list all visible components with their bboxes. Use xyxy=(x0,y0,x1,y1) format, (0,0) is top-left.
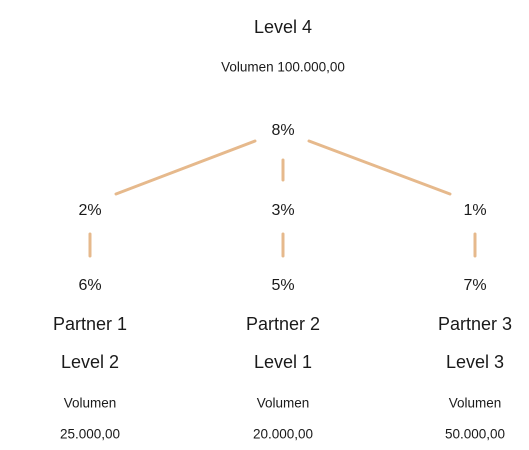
partner-level: Level 1 xyxy=(254,352,312,372)
partner-level: Level 3 xyxy=(446,352,504,372)
percent-top: 2% xyxy=(78,202,101,219)
partner-name: Partner 1 xyxy=(53,314,127,334)
partner-level: Level 2 xyxy=(61,352,119,372)
root-level: Level 4 xyxy=(254,17,312,37)
percent-top: 1% xyxy=(463,202,486,219)
volume-value: 20.000,00 xyxy=(253,427,313,442)
percent-bottom: 7% xyxy=(463,277,486,294)
partner-name: Partner 2 xyxy=(246,314,320,334)
volume-label: Volumen xyxy=(257,396,310,411)
percent-top: 3% xyxy=(271,202,294,219)
root-percent: 8% xyxy=(271,122,294,139)
volume-label: Volumen xyxy=(449,396,502,411)
volume-label: Volumen xyxy=(64,396,117,411)
percent-bottom: 6% xyxy=(78,277,101,294)
percent-bottom: 5% xyxy=(271,277,294,294)
volume-value: 25.000,00 xyxy=(60,427,120,442)
connector xyxy=(307,139,452,196)
partner-name: Partner 3 xyxy=(438,314,512,334)
volume-value: 50.000,00 xyxy=(445,427,505,442)
connector xyxy=(114,139,257,196)
root-volume: Volumen 100.000,00 xyxy=(221,60,345,75)
